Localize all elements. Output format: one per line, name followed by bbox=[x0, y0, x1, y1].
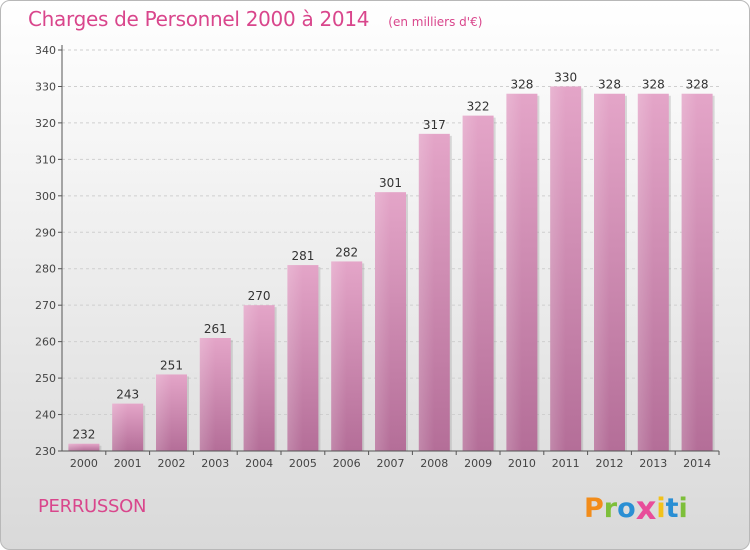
y-tick-label: 270 bbox=[35, 299, 56, 312]
bar-value-label: 328 bbox=[686, 78, 709, 92]
bar-value-label: 281 bbox=[291, 249, 314, 263]
y-tick-label: 320 bbox=[35, 117, 56, 130]
bar-value-label: 261 bbox=[204, 322, 227, 336]
bar-highlight bbox=[156, 374, 172, 451]
x-tick-label: 2014 bbox=[683, 457, 711, 470]
logo-letter: P bbox=[584, 493, 604, 524]
x-tick-label: 2009 bbox=[464, 457, 492, 470]
x-tick-label: 2006 bbox=[333, 457, 361, 470]
bar-value-label: 330 bbox=[554, 70, 577, 84]
y-tick-label: 250 bbox=[35, 372, 56, 385]
bar-value-label: 328 bbox=[598, 78, 621, 92]
x-tick-label: 2005 bbox=[289, 457, 317, 470]
logo-letter: x bbox=[635, 489, 657, 527]
logo-letter: o bbox=[617, 493, 636, 524]
bar-highlight bbox=[637, 93, 654, 451]
proxiti-logo: Proxiti bbox=[584, 487, 688, 527]
bar-highlight bbox=[287, 265, 303, 451]
bar-highlight bbox=[418, 133, 435, 451]
y-tick-label: 330 bbox=[35, 80, 56, 93]
bar-value-label: 282 bbox=[335, 245, 358, 259]
logo-letter: i bbox=[656, 493, 666, 524]
bar-highlight bbox=[462, 115, 479, 452]
x-tick-label: 2008 bbox=[420, 457, 448, 470]
bar-highlight bbox=[375, 192, 391, 451]
bar-value-label: 317 bbox=[423, 118, 446, 132]
bar-highlight bbox=[506, 93, 522, 451]
y-tick-label: 240 bbox=[35, 409, 56, 422]
bar-value-label: 322 bbox=[467, 100, 490, 114]
y-tick-label: 340 bbox=[35, 44, 56, 57]
bar-highlight bbox=[550, 86, 566, 452]
bar-value-label: 251 bbox=[160, 358, 183, 372]
x-tick-label: 2011 bbox=[552, 457, 580, 470]
x-tick-label: 2000 bbox=[70, 457, 98, 470]
bar-highlight bbox=[199, 337, 216, 451]
commune-name: PERRUSSON bbox=[38, 496, 147, 517]
y-tick-label: 260 bbox=[35, 336, 56, 349]
bar-highlight bbox=[594, 93, 610, 451]
unit-note: (en milliers d'€) bbox=[388, 15, 483, 29]
bar-value-label: 270 bbox=[248, 289, 271, 303]
bar-value-label: 243 bbox=[116, 388, 139, 402]
bar-value-label: 328 bbox=[510, 78, 533, 92]
label-layer: 230 240 250 260 270 280 290 300 310 320 330 340 232 2… bbox=[35, 44, 711, 470]
x-tick-label: 2003 bbox=[201, 457, 229, 470]
bar-highlight bbox=[68, 443, 84, 451]
y-tick-label: 230 bbox=[35, 445, 56, 458]
y-tick-label: 300 bbox=[35, 190, 56, 203]
chart-title: Charges de Personnel 2000 à 2014 bbox=[28, 7, 370, 31]
logo-letter: t bbox=[665, 493, 679, 524]
bar-highlight bbox=[331, 261, 347, 451]
y-tick-label: 280 bbox=[35, 263, 56, 276]
x-tick-label: 2007 bbox=[377, 457, 405, 470]
bar-highlight bbox=[112, 403, 128, 451]
bar-value-label: 232 bbox=[72, 428, 95, 442]
x-tick-label: 2012 bbox=[596, 457, 624, 470]
logo-letter: i bbox=[678, 493, 688, 524]
title-row: Charges de Personnel 2000 à 2014 (en mil… bbox=[28, 7, 482, 31]
bar-highlight bbox=[243, 305, 260, 451]
x-tick-label: 2004 bbox=[245, 457, 273, 470]
x-tick-label: 2002 bbox=[158, 457, 186, 470]
bar-highlight bbox=[681, 93, 698, 451]
x-tick-label: 2010 bbox=[508, 457, 536, 470]
x-tick-label: 2001 bbox=[114, 457, 142, 470]
bar-value-label: 328 bbox=[642, 78, 665, 92]
logo-letter: r bbox=[603, 493, 618, 524]
bar-value-label: 301 bbox=[379, 176, 402, 190]
axis-layer bbox=[58, 45, 720, 455]
bar-layer bbox=[68, 86, 715, 452]
x-tick-label: 2013 bbox=[639, 457, 667, 470]
y-tick-label: 310 bbox=[35, 153, 56, 166]
y-tick-label: 290 bbox=[35, 226, 56, 239]
